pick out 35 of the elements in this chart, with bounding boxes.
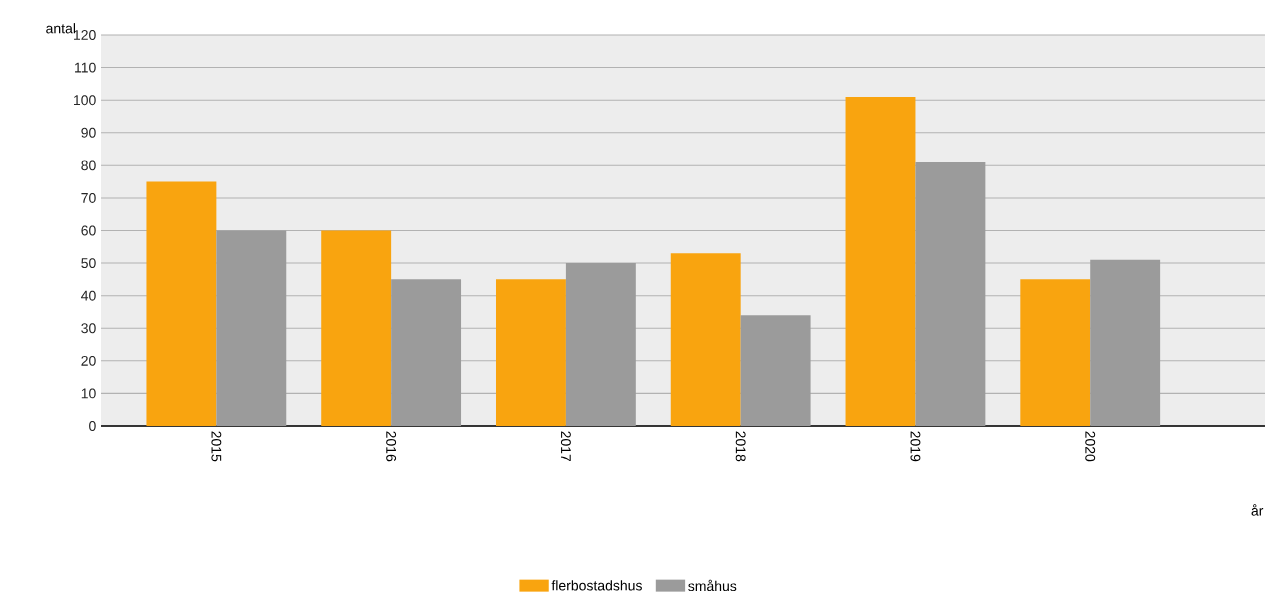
bar — [321, 230, 392, 426]
y-tick-label: 110 — [75, 62, 96, 73]
x-tick-label: 2015 — [211, 431, 222, 462]
y-tick-label: 20 — [81, 355, 96, 366]
bar — [565, 263, 636, 426]
y-tick-label: 70 — [81, 192, 96, 203]
bar — [845, 96, 916, 426]
y-tick-label: 40 — [81, 290, 96, 301]
y-tick-label: 80 — [81, 160, 96, 171]
legend-label: småhus — [688, 579, 737, 592]
y-tick-label: 50 — [81, 258, 96, 269]
y-tick-label: 10 — [81, 388, 96, 399]
x-tick-label: 2016 — [386, 431, 397, 462]
x-tick-label: 2019 — [910, 431, 921, 462]
y-tick-label: 0 — [89, 421, 96, 431]
bar — [1090, 259, 1161, 426]
y-tick-label: 90 — [81, 127, 96, 138]
y-tick-label: 120 — [74, 30, 96, 40]
bar — [146, 181, 217, 426]
x-tick-label: 2017 — [560, 431, 571, 462]
y-axis-title: antal — [46, 23, 76, 34]
bar — [740, 315, 811, 426]
bar — [915, 162, 986, 426]
y-tick-label: 30 — [81, 323, 96, 334]
x-axis-title: år — [1251, 504, 1264, 516]
bar — [495, 279, 566, 426]
bar — [670, 253, 741, 426]
bar — [391, 279, 462, 426]
x-tick-label: 2020 — [1085, 431, 1096, 462]
y-tick-label: 100 — [74, 95, 96, 106]
y-tick-label: 60 — [81, 225, 96, 236]
bar — [216, 230, 287, 426]
legend-label: flerbostadshus — [551, 580, 642, 591]
x-tick-label: 2018 — [735, 431, 746, 462]
bar — [1020, 279, 1091, 426]
